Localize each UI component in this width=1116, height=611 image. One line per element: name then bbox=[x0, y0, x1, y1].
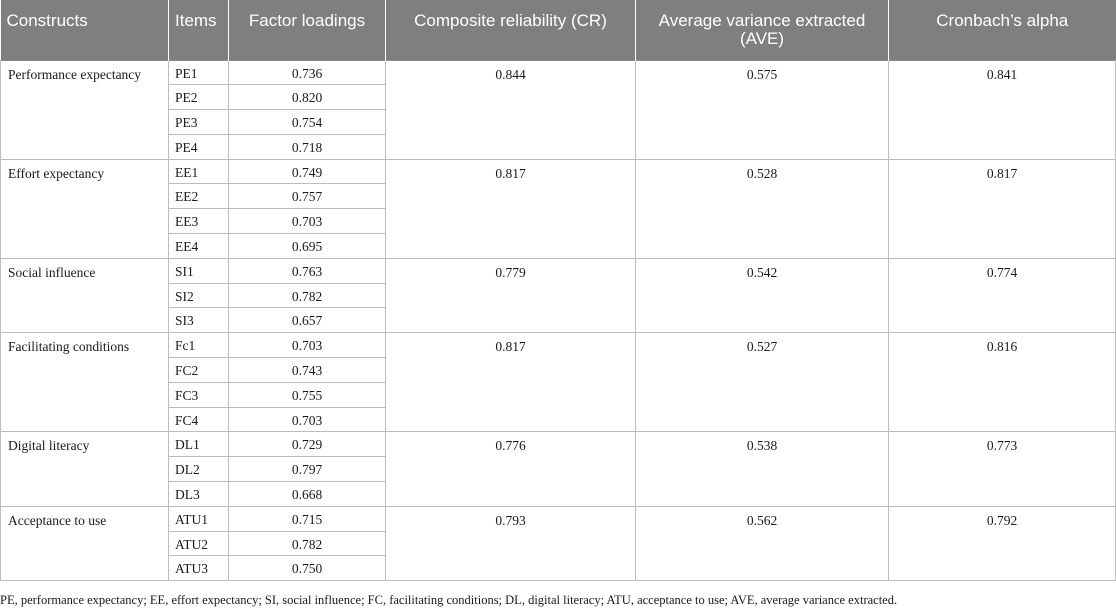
cronbachs-alpha-cell: 0.792 bbox=[888, 505, 1116, 582]
factor-loading-cell: 0.657 bbox=[228, 307, 386, 334]
table-row: EE4 0.695 bbox=[1, 233, 1116, 259]
header-items: Items bbox=[168, 0, 229, 60]
factor-loading-cell: 0.750 bbox=[228, 555, 386, 582]
ave-cell: 0.542 bbox=[635, 257, 889, 334]
composite-reliability-cell: 0.817 bbox=[385, 158, 636, 259]
item-cell: FC3 bbox=[168, 381, 229, 408]
table-row: EE2 0.757 bbox=[1, 183, 1116, 210]
composite-reliability-cell: 0.817 bbox=[385, 332, 636, 433]
item-cell: PE2 bbox=[168, 84, 229, 111]
cronbachs-alpha-cell: 0.816 bbox=[888, 332, 1116, 433]
ave-cell: 0.528 bbox=[635, 158, 889, 259]
factor-loading-cell: 0.763 bbox=[228, 257, 386, 284]
construct-cell: Facilitating conditions bbox=[0, 332, 169, 433]
item-cell: EE3 bbox=[168, 208, 229, 235]
table-row: DL2 0.797 bbox=[1, 456, 1116, 483]
item-cell: Fc1 bbox=[168, 332, 229, 359]
factor-loading-cell: 0.703 bbox=[228, 208, 386, 235]
factor-loading-cell: 0.743 bbox=[228, 357, 386, 383]
factor-loading-cell: 0.703 bbox=[228, 332, 386, 359]
construct-cell: Effort expectancy bbox=[0, 158, 169, 259]
header-composite-reliability: Composite reliability (CR) bbox=[385, 0, 636, 60]
table-header: Constructs Items Factor loadings Composi… bbox=[0, 0, 1116, 60]
item-cell: ATU3 bbox=[168, 555, 229, 582]
factor-loading-cell: 0.797 bbox=[228, 456, 386, 483]
item-cell: DL1 bbox=[168, 431, 229, 458]
factor-loading-cell: 0.703 bbox=[228, 406, 386, 433]
cronbachs-alpha-cell: 0.817 bbox=[888, 158, 1116, 259]
item-cell: PE3 bbox=[168, 109, 229, 135]
table-row: PE4 0.718 bbox=[1, 133, 1116, 160]
ave-cell: 0.575 bbox=[635, 59, 889, 160]
construct-cell: Social influence bbox=[0, 257, 169, 334]
item-cell: SI3 bbox=[168, 307, 229, 334]
header-factor-loadings: Factor loadings bbox=[228, 0, 386, 60]
ave-cell: 0.562 bbox=[635, 505, 889, 582]
composite-reliability-cell: 0.844 bbox=[385, 59, 636, 160]
table-row: PE2 0.820 bbox=[1, 84, 1116, 111]
item-cell: FC4 bbox=[168, 406, 229, 433]
item-cell: ATU2 bbox=[168, 530, 229, 557]
item-cell: FC2 bbox=[168, 357, 229, 383]
table-row: FC3 0.755 bbox=[1, 381, 1116, 408]
item-cell: EE2 bbox=[168, 183, 229, 210]
item-cell: PE1 bbox=[168, 59, 229, 86]
item-cell: EE4 bbox=[168, 233, 229, 259]
factor-loading-cell: 0.782 bbox=[228, 282, 386, 309]
factor-loading-cell: 0.715 bbox=[228, 505, 386, 532]
table-row: ATU3 0.750 bbox=[1, 555, 1116, 582]
table-row: Acceptance to use ATU1 0.715 0.793 0.562 0.79… bbox=[0, 505, 1116, 582]
table-row: SI2 0.782 bbox=[1, 282, 1116, 309]
factor-loading-cell: 0.820 bbox=[228, 84, 386, 111]
header-average-variance-extracted: Average variance extracted (AVE) bbox=[635, 0, 889, 60]
table-row: PE3 0.754 bbox=[1, 109, 1116, 135]
table-row: Digital literacy DL1 0.729 0.776 0.538 0.773 bbox=[0, 431, 1116, 507]
table-row: Performance expectancy PE1 0.736 0.844 0.575… bbox=[0, 59, 1116, 160]
factor-loading-cell: 0.757 bbox=[228, 183, 386, 210]
construct-cell: Digital literacy bbox=[0, 431, 169, 507]
factor-loading-cell: 0.729 bbox=[228, 431, 386, 458]
composite-reliability-cell: 0.793 bbox=[385, 505, 636, 582]
cronbachs-alpha-cell: 0.774 bbox=[888, 257, 1116, 334]
table-row: Social influence SI1 0.763 0.779 0.542 0.774 bbox=[0, 257, 1116, 334]
item-cell: EE1 bbox=[168, 158, 229, 185]
header-constructs: Constructs bbox=[0, 0, 169, 60]
reliability-validity-table: Constructs Items Factor loadings Composi… bbox=[0, 0, 1116, 582]
table-row: Facilitating conditions Fc1 0.703 0.817 0.52… bbox=[0, 332, 1116, 433]
factor-loading-cell: 0.736 bbox=[228, 59, 386, 86]
construct-cell: Performance expectancy bbox=[0, 59, 169, 160]
factor-loading-cell: 0.718 bbox=[228, 133, 386, 160]
factor-loading-cell: 0.749 bbox=[228, 158, 386, 185]
item-cell: ATU1 bbox=[168, 505, 229, 532]
factor-loading-cell: 0.695 bbox=[228, 233, 386, 259]
table-footnote: PE, performance expectancy; EE, effort e… bbox=[0, 593, 898, 607]
cronbachs-alpha-cell: 0.841 bbox=[888, 59, 1116, 160]
item-cell: SI1 bbox=[168, 257, 229, 284]
table-row: SI3 0.657 bbox=[1, 307, 1116, 334]
ave-cell: 0.538 bbox=[635, 431, 889, 507]
item-cell: SI2 bbox=[168, 282, 229, 309]
factor-loading-cell: 0.782 bbox=[228, 530, 386, 557]
header-row: Constructs Items Factor loadings Composi… bbox=[0, 0, 1116, 60]
factor-loading-cell: 0.754 bbox=[228, 109, 386, 135]
table-row: EE3 0.703 bbox=[1, 208, 1116, 235]
factor-loading-cell: 0.668 bbox=[228, 481, 386, 507]
composite-reliability-cell: 0.776 bbox=[385, 431, 636, 507]
item-cell: DL3 bbox=[168, 481, 229, 507]
ave-cell: 0.527 bbox=[635, 332, 889, 433]
table-row: ATU2 0.782 bbox=[1, 530, 1116, 557]
header-cronbachs-alpha: Cronbach’s alpha bbox=[888, 0, 1116, 60]
composite-reliability-cell: 0.779 bbox=[385, 257, 636, 334]
item-cell: PE4 bbox=[168, 133, 229, 160]
factor-loading-cell: 0.755 bbox=[228, 381, 386, 408]
construct-cell: Acceptance to use bbox=[0, 505, 169, 582]
table-row: DL3 0.668 bbox=[1, 481, 1116, 507]
table-row: Effort expectancy EE1 0.749 0.817 0.528 0.817 bbox=[0, 158, 1116, 259]
item-cell: DL2 bbox=[168, 456, 229, 483]
table-body: Performance expectancy PE1 0.736 0.844 0.575… bbox=[0, 59, 1116, 582]
cronbachs-alpha-cell: 0.773 bbox=[888, 431, 1116, 507]
